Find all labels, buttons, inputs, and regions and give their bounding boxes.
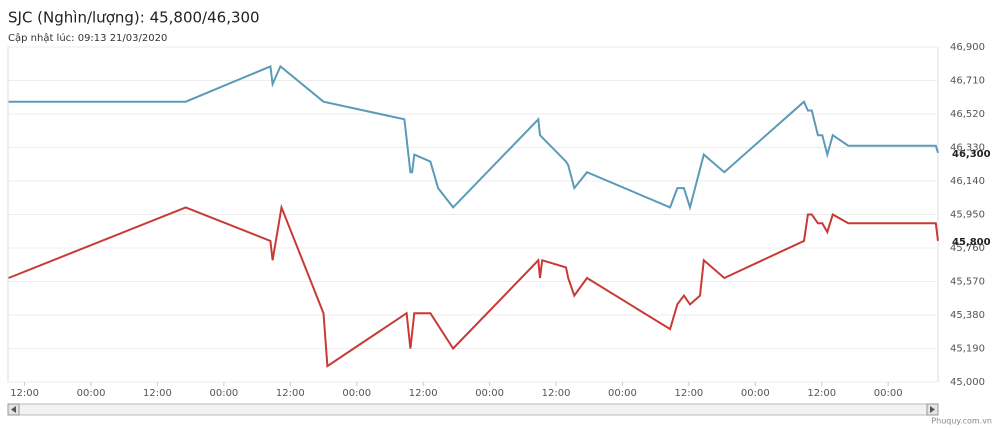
x-tick-label: 00:00 [209, 388, 238, 399]
y-tick-label: 46,140 [950, 176, 985, 187]
y-tick-label: 45,380 [950, 310, 985, 321]
x-tick-label: 00:00 [342, 388, 371, 399]
x-tick-label: 12:00 [10, 388, 39, 399]
price-line [8, 64, 939, 212]
y-tick-label: 45,000 [950, 377, 985, 388]
chart-title: SJC (Nghìn/lượng): 45,800/46,300 [8, 9, 260, 27]
y-tick-label: 45,950 [950, 210, 985, 221]
x-tick-label: 00:00 [475, 388, 504, 399]
x-tick-label: 00:00 [608, 388, 637, 399]
y-tick-label: 45,190 [950, 344, 985, 355]
y-tick-label: 46,710 [950, 76, 985, 87]
source: Phuquy.com.vn [931, 417, 992, 426]
x-tick-label: 12:00 [542, 388, 571, 399]
x-tick-label: 12:00 [674, 388, 703, 399]
x-tick-label: 00:00 [741, 388, 770, 399]
x-tick-label: 12:00 [143, 388, 172, 399]
y-tick-label: 45,570 [950, 277, 985, 288]
scrollbar[interactable] [7, 403, 939, 416]
arrow-icon [11, 406, 16, 413]
x-tick-label: 12:00 [409, 388, 438, 399]
x-tick-label: 12:00 [276, 388, 305, 399]
current-value-label: 45,800 [952, 237, 991, 248]
y-tick-label: 46,330 [950, 143, 985, 154]
x-tick-label: 00:00 [77, 388, 106, 399]
x-tick-label: 12:00 [807, 388, 836, 399]
arrow-icon [930, 406, 935, 413]
current-value-label: 46,300 [952, 149, 991, 160]
y-tick-label: 46,900 [950, 42, 985, 53]
y-tick-label: 46,520 [950, 109, 985, 120]
y-tick-label: 45,760 [950, 243, 985, 254]
chart-subtitle: Cập nhật lúc: 09:13 21/03/2020 [8, 32, 167, 44]
x-tick-label: 00:00 [874, 388, 903, 399]
price-line [8, 203, 939, 368]
